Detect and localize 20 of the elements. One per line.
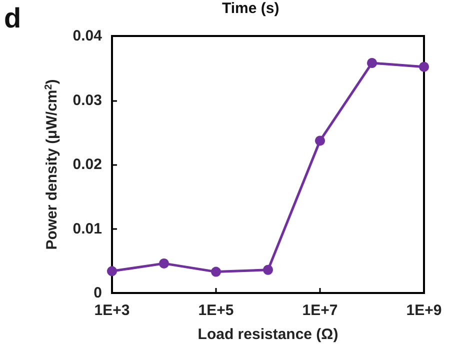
text: d	[4, 2, 22, 34]
point	[315, 136, 325, 146]
text: Time (s)	[222, 0, 280, 17]
x-axis-title: Load resistance (Ω)	[198, 326, 338, 343]
y-tick-label: 0.03	[72, 92, 102, 109]
point	[263, 264, 273, 275]
y-tick-label: 0.04	[72, 28, 103, 44]
y-tick-label: 0.02	[72, 156, 102, 173]
y-tick-label: 0	[94, 284, 102, 302]
y-axis-title: Power density (μW/cm2)	[44, 79, 60, 250]
x-tick-label: 1E+9	[406, 302, 442, 319]
x-tick-label: 1E+3	[94, 302, 130, 319]
x-tick-label: 1E+7	[302, 302, 338, 319]
y-tick-label: 0.01	[72, 220, 102, 238]
point	[107, 266, 117, 276]
point	[211, 266, 221, 277]
point	[159, 258, 169, 268]
point	[367, 58, 377, 68]
x-tick-label: 1E+5	[198, 302, 234, 319]
point	[419, 62, 429, 72]
